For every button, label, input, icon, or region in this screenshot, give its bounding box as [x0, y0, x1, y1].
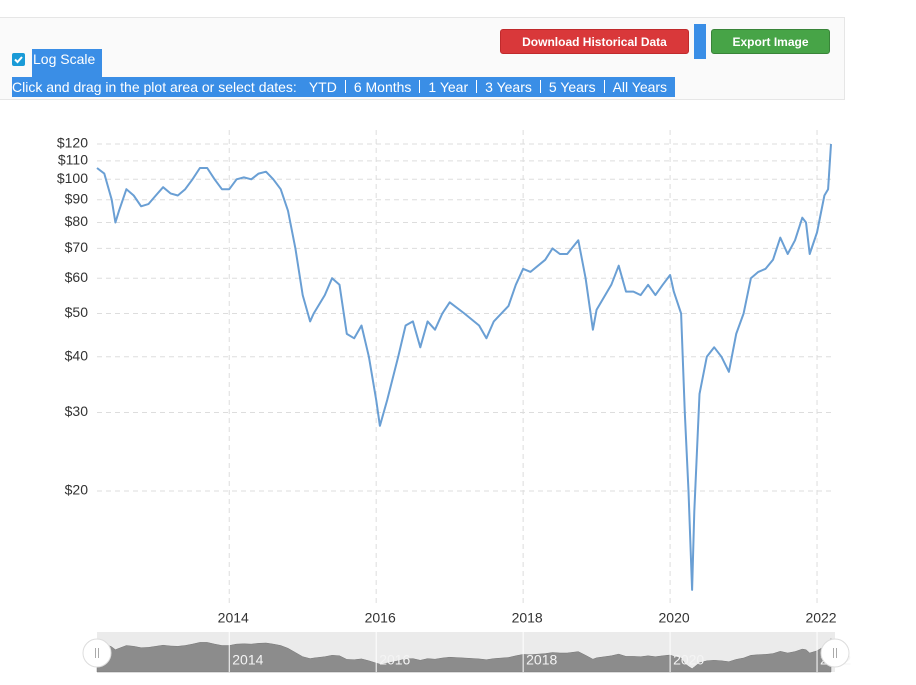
handle-knob: [820, 638, 850, 668]
navigator-area: [96, 638, 832, 673]
range-row: Click and drag in the plot area or selec…: [12, 77, 676, 97]
x-tick-label: 2014: [218, 610, 249, 626]
navigator-handle[interactable]: [82, 638, 112, 668]
range-link[interactable]: All Years: [612, 79, 668, 95]
range-separator: [344, 80, 346, 93]
range-separator: [603, 80, 605, 93]
y-tick-label: $60: [65, 269, 89, 285]
range-link[interactable]: 3 Years: [485, 79, 532, 95]
range-prompt: Click and drag in the plot area or selec…: [12, 79, 297, 95]
y-tick-label: $50: [65, 304, 89, 320]
y-tick-label: $20: [65, 482, 89, 498]
range-link[interactable]: 6 Months: [353, 79, 412, 95]
navigator-tick-label: 2014: [232, 652, 263, 668]
log-scale-label[interactable]: Log Scale: [32, 49, 103, 78]
download-button-label: Download Historical Data: [522, 35, 667, 49]
selection-marker: [694, 24, 706, 59]
y-tick-label: $110: [58, 152, 88, 168]
x-tick-label: 2020: [659, 610, 690, 626]
y-tick-label: $80: [65, 213, 89, 229]
navigator-tick-label: 2020: [673, 652, 704, 668]
x-tick-label: 2016: [365, 610, 396, 626]
export-button-label: Export Image: [732, 35, 809, 49]
range-separator: [419, 80, 421, 93]
y-tick-label: $90: [65, 190, 89, 206]
range-separator: [476, 80, 478, 93]
range-list: YTD 6 Months 1 Year 3 Years 5 Years All Years: [301, 77, 675, 97]
x-tick-label: 2018: [512, 610, 543, 626]
log-scale-checkbox[interactable]: [12, 53, 25, 66]
download-button[interactable]: Download Historical Data: [500, 29, 689, 54]
y-tick-label: $120: [57, 135, 88, 151]
check-icon: [14, 56, 23, 64]
y-tick-label: $40: [65, 347, 89, 363]
range-link[interactable]: 5 Years: [548, 79, 596, 95]
x-tick-label: 2022: [805, 610, 836, 626]
range-separator: [539, 80, 541, 93]
range-link[interactable]: YTD: [308, 79, 337, 95]
price-line: [96, 143, 832, 591]
y-tick-label: $30: [65, 403, 89, 419]
navigator-handle[interactable]: [820, 638, 850, 668]
handle-knob: [82, 638, 112, 668]
range-link[interactable]: 1 Year: [428, 79, 469, 95]
navigator-tick-label: 2018: [526, 652, 557, 668]
navigator-tick-label: 2016: [379, 652, 410, 668]
y-tick-label: $70: [65, 239, 89, 255]
toolbar: Log Scale Download Historical Data Expor…: [0, 17, 845, 100]
export-button[interactable]: Export Image: [711, 29, 830, 54]
y-tick-label: $100: [57, 170, 88, 186]
